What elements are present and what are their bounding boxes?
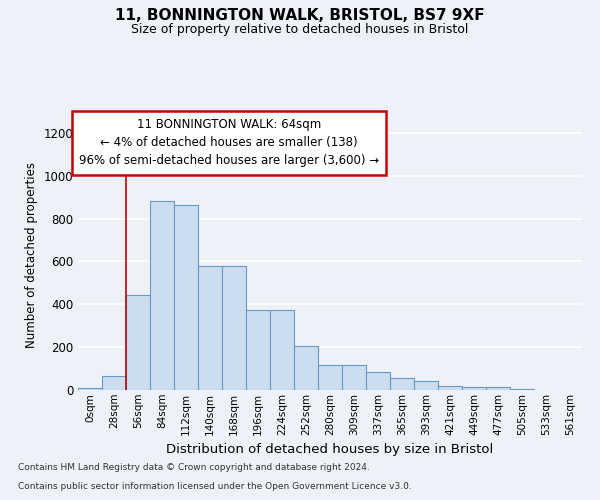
Bar <box>294 346 318 390</box>
Bar <box>150 202 174 390</box>
Text: Contains HM Land Registry data © Crown copyright and database right 2024.: Contains HM Land Registry data © Crown c… <box>18 464 370 472</box>
Bar <box>462 387 486 390</box>
Bar <box>414 381 438 390</box>
Bar <box>486 387 510 390</box>
Text: 11, BONNINGTON WALK, BRISTOL, BS7 9XF: 11, BONNINGTON WALK, BRISTOL, BS7 9XF <box>115 8 485 22</box>
Bar <box>126 294 150 390</box>
Bar <box>198 266 222 390</box>
Text: Size of property relative to detached houses in Bristol: Size of property relative to detached ho… <box>131 22 469 36</box>
Y-axis label: Number of detached properties: Number of detached properties <box>25 162 38 348</box>
Bar <box>318 366 342 390</box>
Bar <box>342 366 366 390</box>
Bar <box>246 310 270 390</box>
Bar <box>366 372 390 390</box>
Bar <box>438 386 462 390</box>
Text: 11 BONNINGTON WALK: 64sqm
← 4% of detached houses are smaller (138)
96% of semi-: 11 BONNINGTON WALK: 64sqm ← 4% of detach… <box>79 118 379 168</box>
Bar <box>102 376 126 390</box>
Bar <box>510 389 534 390</box>
Bar <box>174 204 198 390</box>
X-axis label: Distribution of detached houses by size in Bristol: Distribution of detached houses by size … <box>166 443 494 456</box>
Bar <box>222 266 246 390</box>
Bar <box>78 388 102 390</box>
Text: Contains public sector information licensed under the Open Government Licence v3: Contains public sector information licen… <box>18 482 412 491</box>
Bar <box>270 310 294 390</box>
Bar <box>390 378 414 390</box>
